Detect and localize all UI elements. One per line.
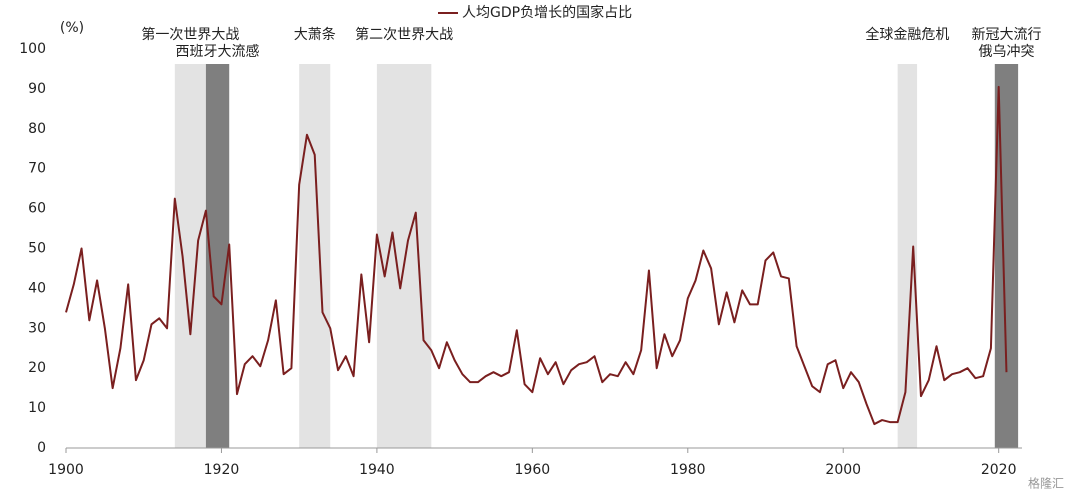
shaded-period xyxy=(299,64,331,448)
y-unit: (%) xyxy=(60,20,84,36)
y-tick-label: 80 xyxy=(28,121,46,137)
legend-label: 人均GDP负增长的国家占比 xyxy=(462,4,632,21)
period-label: 第一次世界大战 xyxy=(141,26,239,43)
period-label: 大萧条 xyxy=(294,26,336,43)
y-tick-label: 10 xyxy=(28,400,46,416)
y-tick-label: 20 xyxy=(28,360,46,376)
shaded-period xyxy=(376,64,432,448)
period-label: 新冠大流行 xyxy=(971,27,1041,43)
shaded-period xyxy=(174,64,206,448)
y-tick-label: 70 xyxy=(28,161,46,177)
x-tick-label: 1960 xyxy=(515,462,551,478)
period-label: 全球金融危机 xyxy=(865,26,949,43)
shaded-period xyxy=(205,64,230,448)
x-tick-label: 1920 xyxy=(204,462,240,478)
x-tick-label: 2000 xyxy=(825,462,861,478)
watermark: 格隆汇 xyxy=(1028,476,1064,491)
y-tick-label: 90 xyxy=(28,81,46,97)
period-label: 西班牙大流感 xyxy=(176,43,260,60)
y-tick-label: 0 xyxy=(37,440,46,456)
x-tick-label: 1980 xyxy=(670,462,706,478)
x-tick-label: 1900 xyxy=(48,462,84,478)
y-tick-label: 50 xyxy=(28,241,46,257)
y-tick-label: 40 xyxy=(28,280,46,296)
period-label: 俄乌冲突 xyxy=(978,44,1034,60)
shaded-period xyxy=(897,64,918,448)
y-tick-label: 60 xyxy=(28,201,46,217)
y-tick-label: 100 xyxy=(19,41,46,57)
period-label: 第二次世界大战 xyxy=(355,26,453,43)
y-tick-label: 30 xyxy=(28,320,46,336)
x-tick-label: 2020 xyxy=(981,462,1017,478)
x-tick-label: 1940 xyxy=(359,462,395,478)
series-line xyxy=(65,85,1008,426)
